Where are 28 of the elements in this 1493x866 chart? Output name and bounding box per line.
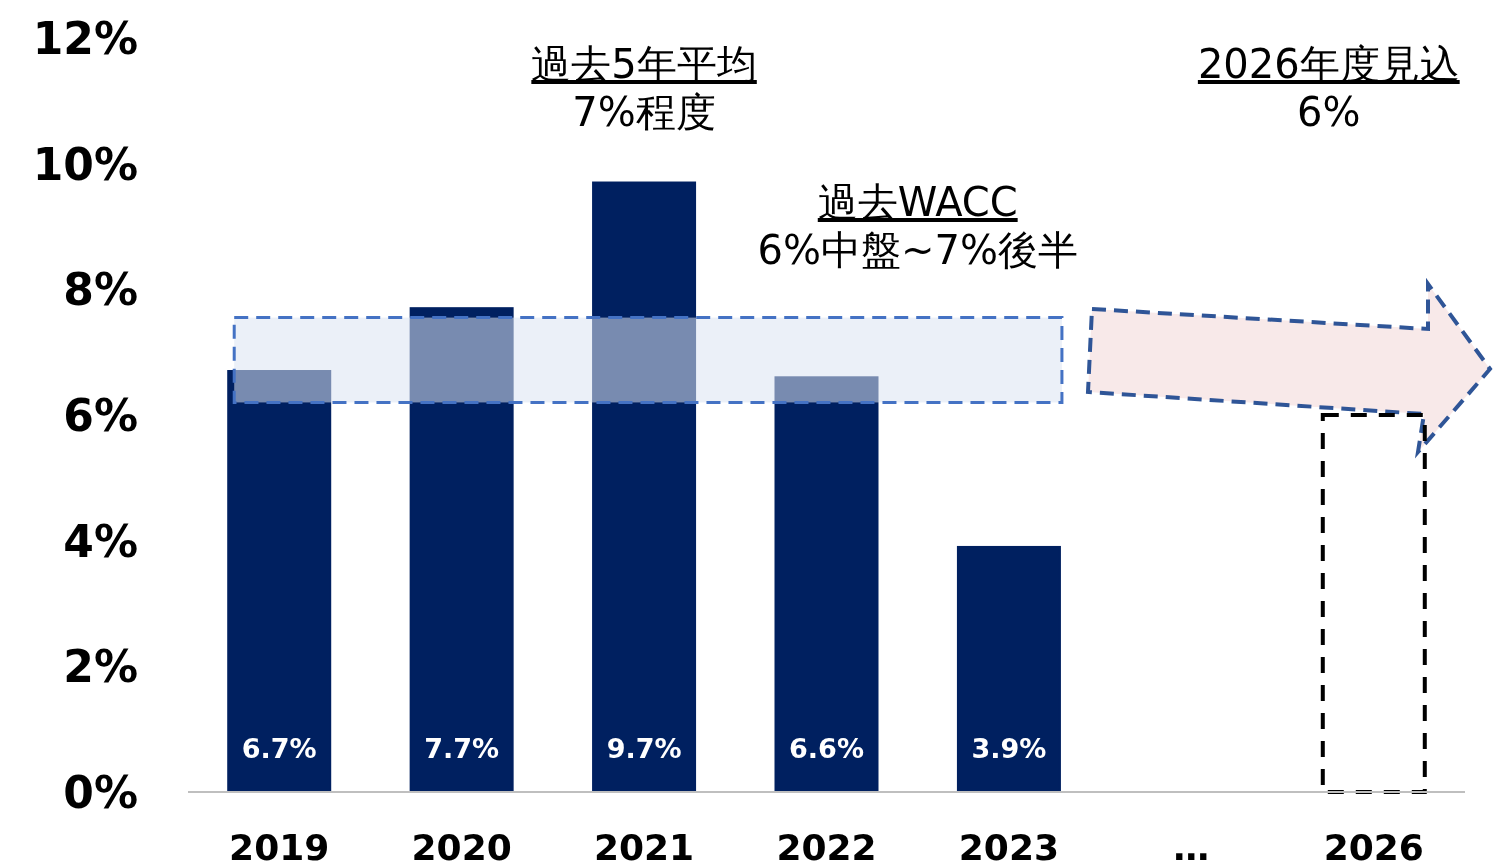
bar — [592, 181, 697, 793]
annotation: 2026年度見込 6% — [1197, 41, 1460, 135]
band-label: 過去WACC 6%中盤~7%後半 — [757, 179, 1078, 273]
x-tick-label: 2019 — [229, 827, 330, 866]
bar — [409, 307, 514, 793]
data-label: 9.7% — [606, 733, 682, 764]
data-label: 3.9% — [971, 733, 1047, 764]
x-tick-label: 2021 — [593, 827, 695, 866]
bar — [774, 376, 879, 793]
annotation: 過去5年平均 7%程度 — [531, 41, 757, 135]
x-tick-label: 2020 — [411, 827, 512, 866]
y-tick-label: 6% — [63, 390, 138, 441]
band: 過去WACC 6%中盤~7%後半 — [232, 179, 1078, 404]
data-label: 6.7% — [241, 733, 317, 764]
y-tick-label: 8% — [63, 264, 138, 316]
data-label: 6.6% — [789, 733, 864, 764]
bar — [956, 545, 1061, 793]
bar — [227, 370, 332, 793]
y-tick-label: 0% — [63, 767, 138, 818]
x-tick-label: 2022 — [776, 827, 877, 866]
y-tick-label: 4% — [63, 515, 138, 567]
x-tick-label: … — [1173, 827, 1210, 866]
y-tick-label: 12% — [32, 13, 138, 64]
x-tick-label: 2023 — [958, 827, 1060, 866]
data-label: 7.7% — [424, 733, 500, 764]
y-tick-label: 2% — [63, 641, 138, 693]
y-tick-label: 10% — [32, 138, 138, 190]
x-tick-label: 2026 — [1323, 827, 1424, 866]
